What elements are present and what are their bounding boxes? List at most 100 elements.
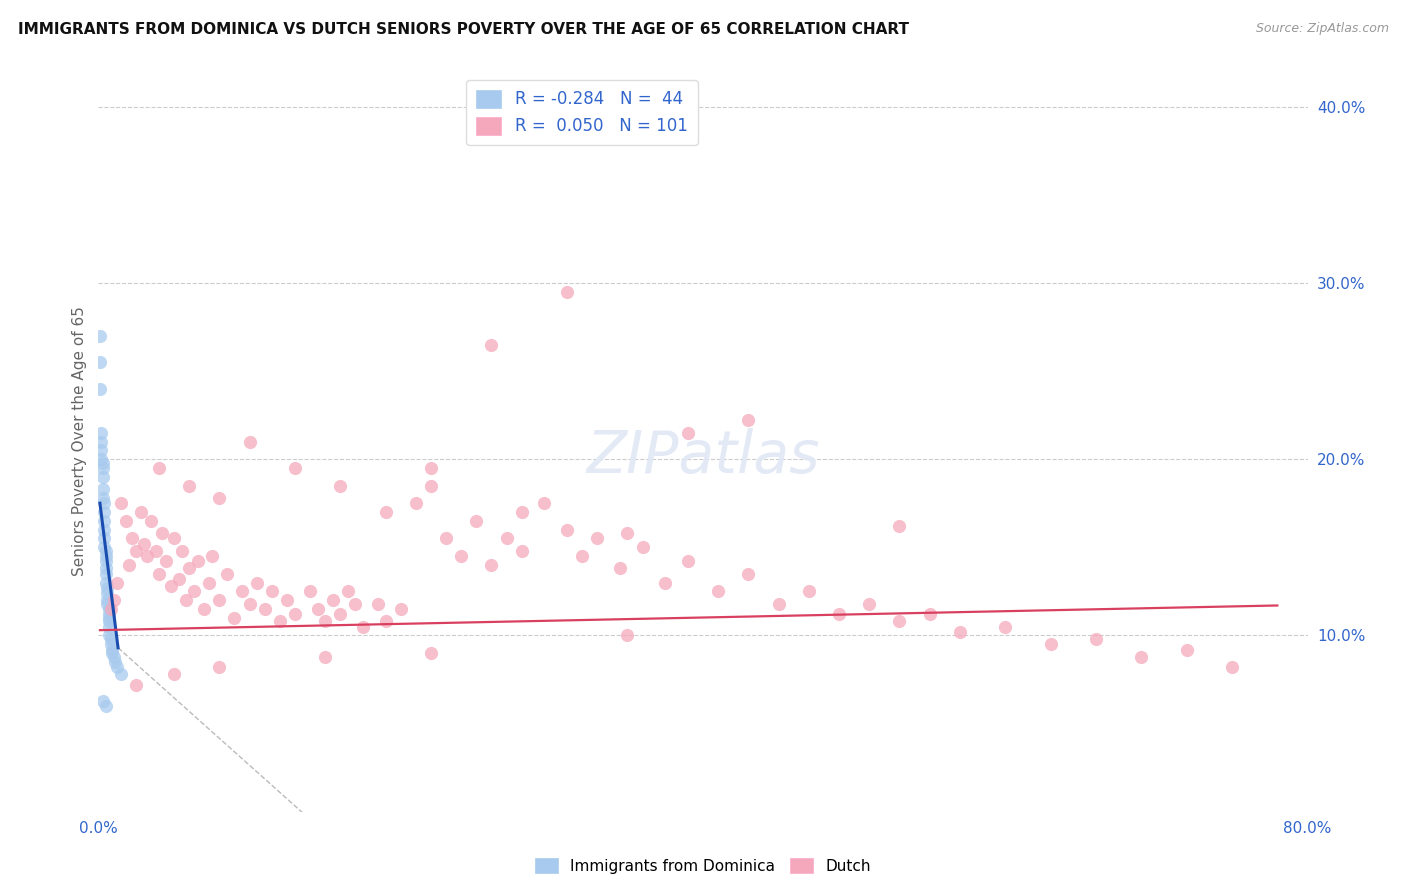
Point <box>94 549 117 563</box>
Point <box>103 593 125 607</box>
Point <box>91 694 114 708</box>
Point <box>101 642 124 657</box>
Point <box>105 660 128 674</box>
Point <box>98 619 121 633</box>
Point <box>98 628 121 642</box>
Point <box>374 505 396 519</box>
Point <box>132 537 155 551</box>
Point <box>1039 637 1062 651</box>
Point <box>314 615 336 629</box>
Point <box>89 382 111 396</box>
Text: Source: ZipAtlas.com: Source: ZipAtlas.com <box>1256 22 1389 36</box>
Point <box>208 593 231 607</box>
Point <box>90 443 112 458</box>
Point <box>307 602 329 616</box>
Point <box>994 619 1017 633</box>
Point <box>91 461 114 475</box>
Point <box>737 566 759 581</box>
Point <box>231 584 253 599</box>
Point <box>93 532 115 546</box>
Point <box>100 602 122 616</box>
Point <box>125 544 148 558</box>
Point <box>465 514 488 528</box>
Point <box>314 649 336 664</box>
Point <box>828 607 851 622</box>
Point <box>434 532 457 546</box>
Point <box>533 496 555 510</box>
Point <box>420 646 443 660</box>
Point <box>420 478 443 492</box>
Point <box>609 561 631 575</box>
Point <box>121 532 143 546</box>
Point <box>94 544 117 558</box>
Point <box>616 526 638 541</box>
Point <box>193 602 215 616</box>
Point <box>160 579 183 593</box>
Legend: Immigrants from Dominica, Dutch: Immigrants from Dominica, Dutch <box>529 852 877 880</box>
Point <box>707 584 730 599</box>
Point <box>262 584 284 599</box>
Point <box>510 505 533 519</box>
Point <box>150 526 173 541</box>
Text: ZIPatlas: ZIPatlas <box>586 428 820 485</box>
Y-axis label: Seniors Poverty Over the Age of 65: Seniors Poverty Over the Age of 65 <box>72 307 87 576</box>
Point <box>91 456 114 470</box>
Point <box>179 478 201 492</box>
Point <box>141 514 163 528</box>
Point <box>90 434 112 449</box>
Point <box>450 549 472 563</box>
Point <box>586 532 609 546</box>
Point <box>98 607 121 622</box>
Text: IMMIGRANTS FROM DOMINICA VS DUTCH SENIORS POVERTY OVER THE AGE OF 65 CORRELATION: IMMIGRANTS FROM DOMINICA VS DUTCH SENIOR… <box>18 22 910 37</box>
Point <box>737 413 759 427</box>
Point <box>367 597 389 611</box>
Point <box>93 505 115 519</box>
Point <box>889 615 911 629</box>
Point <box>197 575 219 590</box>
Point <box>98 611 121 625</box>
Point <box>284 461 307 475</box>
Point <box>129 505 152 519</box>
Point <box>1085 632 1108 646</box>
Point <box>187 554 209 568</box>
Point <box>299 584 322 599</box>
Point <box>110 667 132 681</box>
Point <box>135 549 157 563</box>
Point <box>676 425 699 440</box>
Point <box>148 461 170 475</box>
Point <box>208 660 231 674</box>
Point <box>555 523 578 537</box>
Point <box>93 514 115 528</box>
Point <box>918 607 941 622</box>
Point <box>571 549 593 563</box>
Point <box>1130 649 1153 664</box>
Point <box>329 478 352 492</box>
Point <box>858 597 880 611</box>
Point <box>276 593 298 607</box>
Point <box>246 575 269 590</box>
Point <box>94 566 117 581</box>
Point <box>91 482 114 496</box>
Point <box>215 566 238 581</box>
Point <box>889 519 911 533</box>
Point <box>616 628 638 642</box>
Point <box>405 496 427 510</box>
Point <box>352 619 374 633</box>
Point <box>201 549 224 563</box>
Point <box>183 584 205 599</box>
Point <box>96 581 118 595</box>
Point <box>1175 642 1198 657</box>
Point <box>91 470 114 484</box>
Point <box>96 597 118 611</box>
Point <box>98 615 121 629</box>
Point <box>114 514 136 528</box>
Point <box>374 615 396 629</box>
Point <box>269 615 291 629</box>
Point <box>631 541 654 555</box>
Point <box>100 632 122 646</box>
Point <box>344 597 367 611</box>
Point <box>329 607 352 622</box>
Point <box>1220 660 1243 674</box>
Point <box>103 649 125 664</box>
Point <box>284 607 307 622</box>
